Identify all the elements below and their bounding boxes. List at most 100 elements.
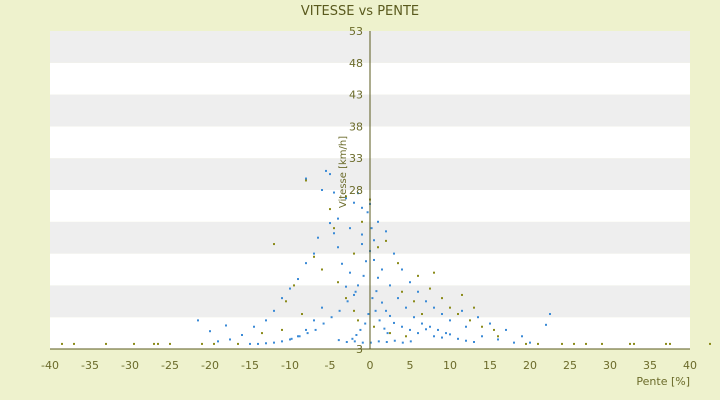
x-tick-label: 35 xyxy=(643,359,657,372)
data-point xyxy=(469,319,471,322)
data-point xyxy=(305,262,307,265)
data-point xyxy=(313,252,315,255)
data-point xyxy=(209,330,211,333)
data-point xyxy=(133,342,135,345)
data-point xyxy=(389,314,391,317)
data-point xyxy=(329,208,331,211)
data-point xyxy=(333,191,335,194)
data-point xyxy=(381,301,383,304)
data-point xyxy=(417,274,419,277)
data-point xyxy=(289,338,291,341)
data-point xyxy=(361,341,364,344)
data-point xyxy=(461,293,463,296)
data-point xyxy=(489,322,491,325)
data-point xyxy=(449,319,451,322)
data-point xyxy=(389,332,391,335)
x-tick-label: 5 xyxy=(407,359,414,372)
data-point xyxy=(105,342,107,345)
data-point xyxy=(325,169,327,172)
data-point xyxy=(273,243,275,246)
data-point xyxy=(449,306,451,309)
data-point xyxy=(273,341,275,344)
data-point xyxy=(61,342,63,345)
data-point xyxy=(366,211,369,214)
data-point xyxy=(393,252,395,255)
data-point xyxy=(229,338,231,341)
x-tick-label: 0 xyxy=(367,359,374,372)
y-axis-ticks: 3 28 33 38 43 48 53 xyxy=(349,25,363,356)
data-point xyxy=(441,336,443,339)
data-point xyxy=(329,173,331,176)
data-point xyxy=(433,271,435,274)
data-point xyxy=(373,239,375,242)
data-point xyxy=(330,316,333,319)
data-point xyxy=(465,325,467,328)
data-point xyxy=(709,342,711,345)
data-point xyxy=(493,328,495,331)
data-point xyxy=(357,284,359,287)
data-point xyxy=(349,227,351,230)
data-point xyxy=(253,325,255,328)
data-point xyxy=(297,278,299,281)
y-axis-label: Vitesse [km/h] xyxy=(338,136,349,208)
data-point xyxy=(73,342,75,345)
data-point xyxy=(425,300,427,303)
data-point xyxy=(521,335,523,338)
data-point xyxy=(357,319,359,322)
data-point xyxy=(389,284,391,287)
data-point xyxy=(345,341,348,344)
y-tick-label: 3 xyxy=(356,343,363,356)
data-point xyxy=(285,300,287,303)
data-point xyxy=(449,333,451,336)
data-point xyxy=(217,340,219,343)
data-point xyxy=(305,179,307,182)
data-point xyxy=(213,342,215,345)
data-point xyxy=(377,340,380,343)
data-point xyxy=(201,342,203,345)
data-point xyxy=(409,281,411,284)
data-point xyxy=(337,281,339,284)
chart-title: VITESSE vs PENTE xyxy=(301,4,419,19)
data-point xyxy=(481,325,483,328)
data-point xyxy=(529,341,531,344)
data-point xyxy=(249,342,251,345)
data-point xyxy=(337,217,339,220)
data-point xyxy=(409,328,411,331)
data-point xyxy=(397,297,399,300)
data-point xyxy=(225,324,227,327)
data-point xyxy=(353,340,356,343)
data-point xyxy=(353,201,355,204)
data-point xyxy=(321,268,323,271)
data-point xyxy=(321,189,323,191)
data-point xyxy=(545,323,547,326)
data-point xyxy=(585,342,587,345)
data-point xyxy=(537,342,539,345)
data-point xyxy=(629,342,631,345)
data-point xyxy=(241,334,243,337)
data-point xyxy=(409,340,412,343)
data-point xyxy=(377,276,379,279)
data-point xyxy=(385,230,387,233)
data-point xyxy=(383,327,386,330)
data-point xyxy=(281,297,283,300)
data-point xyxy=(321,306,323,309)
x-tick-label: -35 xyxy=(81,359,99,372)
x-axis-label: Pente [%] xyxy=(636,375,690,388)
data-point xyxy=(441,313,443,316)
data-point xyxy=(306,332,309,335)
y-tick-label: 43 xyxy=(349,89,363,102)
data-point xyxy=(375,290,378,293)
data-point xyxy=(197,319,199,322)
data-point xyxy=(305,328,307,331)
data-point xyxy=(341,262,343,265)
data-point xyxy=(365,260,367,263)
data-point xyxy=(345,197,347,200)
data-point xyxy=(157,342,159,345)
data-point xyxy=(314,328,317,331)
data-point xyxy=(370,227,373,230)
data-point xyxy=(381,268,383,271)
data-point xyxy=(153,342,155,345)
x-tick-label: 25 xyxy=(563,359,577,372)
data-point xyxy=(377,246,379,249)
